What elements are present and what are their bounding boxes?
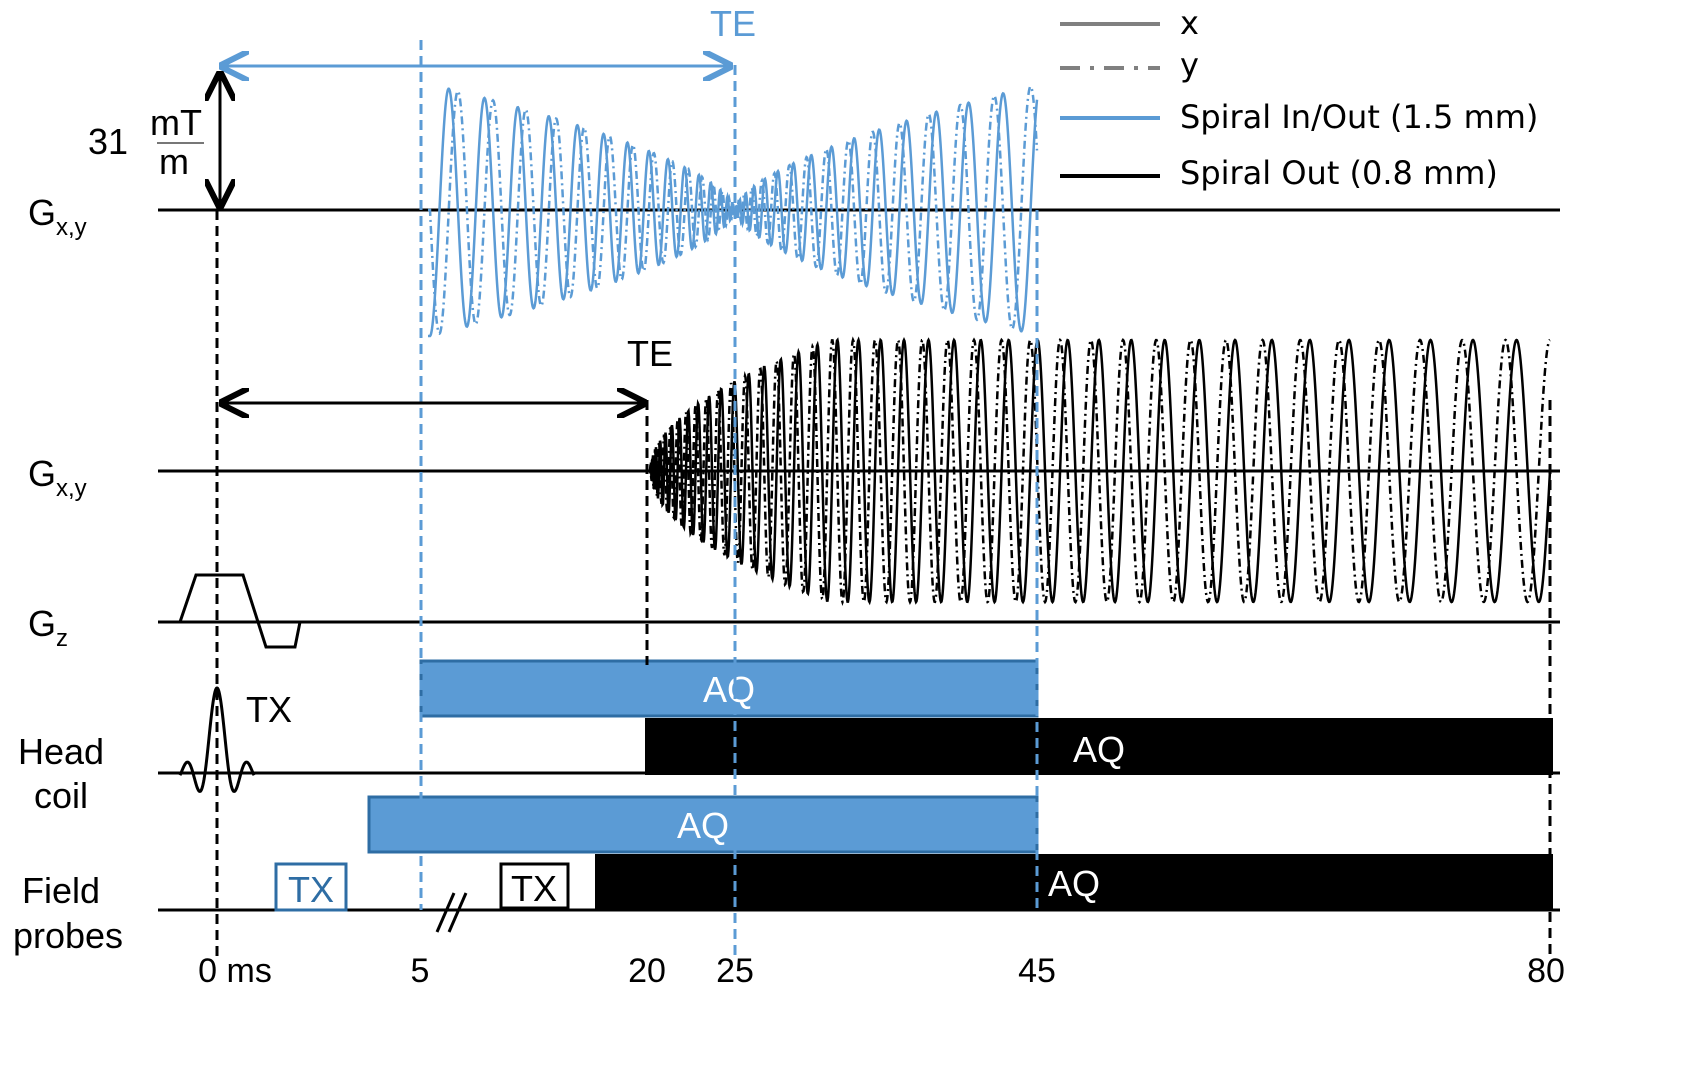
row-label-gxy-2: Gx,y [28, 453, 87, 502]
tx-label: TX [288, 869, 334, 910]
time-markers [215, 40, 1552, 960]
te-label-spiral-out: TE [627, 333, 673, 374]
spiral-inout-waveform [428, 84, 1039, 338]
spiral-inout-x-gradient [428, 87, 1039, 338]
aq-label: AQ [677, 805, 729, 846]
head-coil-tx-label: TX [246, 689, 292, 730]
head-coil-aq-spiral-out [645, 718, 1553, 775]
field-probes-aq-spiral-inout [367, 795, 1039, 854]
spiral-out-x-gradient [648, 336, 1552, 606]
tick-label: 25 [716, 952, 754, 990]
field-probes-tx-spiral-inout [274, 862, 348, 912]
legend: x y Spiral In/Out (1.5 mm) Spiral Out (0… [1060, 4, 1538, 192]
legend-y-label: y [1180, 46, 1199, 84]
row-label-gxy-1: Gx,y [28, 192, 87, 241]
aq-label: AQ [703, 669, 755, 710]
tick-label: 0 ms [198, 952, 272, 990]
tx-rf-pulse [178, 686, 256, 793]
tick-label: 45 [1018, 952, 1056, 990]
field-probes-aq-spiral-out [595, 854, 1553, 910]
tick-label: 20 [628, 952, 666, 990]
amplitude-unit-denominator: m [159, 141, 189, 182]
legend-spiral-out-label: Spiral Out (0.8 mm) [1180, 154, 1498, 192]
row-label-gz: Gz [28, 603, 68, 652]
row-label-head: Head [18, 731, 104, 772]
gz-slice-select-gradient [178, 573, 302, 649]
spiral-out-y-gradient [648, 336, 1551, 606]
legend-spiral-inout-label: Spiral In/Out (1.5 mm) [1180, 98, 1538, 136]
row-label-probes: probes [13, 915, 123, 956]
head-coil-aq-spiral-inout [419, 659, 1039, 718]
amplitude-value: 31 [88, 121, 128, 162]
amplitude-unit-numerator: mT [150, 102, 202, 143]
tx-label: TX [511, 868, 557, 909]
row-label-coil: coil [34, 775, 88, 816]
spiral-inout-y-gradient [428, 84, 1039, 336]
legend-x-label: x [1180, 4, 1199, 42]
te-label-spiral-inout: TE [710, 3, 756, 44]
aq-label: AQ [1048, 863, 1100, 904]
aq-label: AQ [1073, 729, 1125, 770]
row-label-field: Field [22, 870, 100, 911]
tick-label: 80 [1527, 952, 1565, 990]
tick-label: 5 [411, 952, 430, 990]
axis-break-icon [435, 892, 468, 933]
field-probes-tx-spiral-out [499, 862, 570, 910]
spiral-out-waveform [648, 336, 1552, 606]
